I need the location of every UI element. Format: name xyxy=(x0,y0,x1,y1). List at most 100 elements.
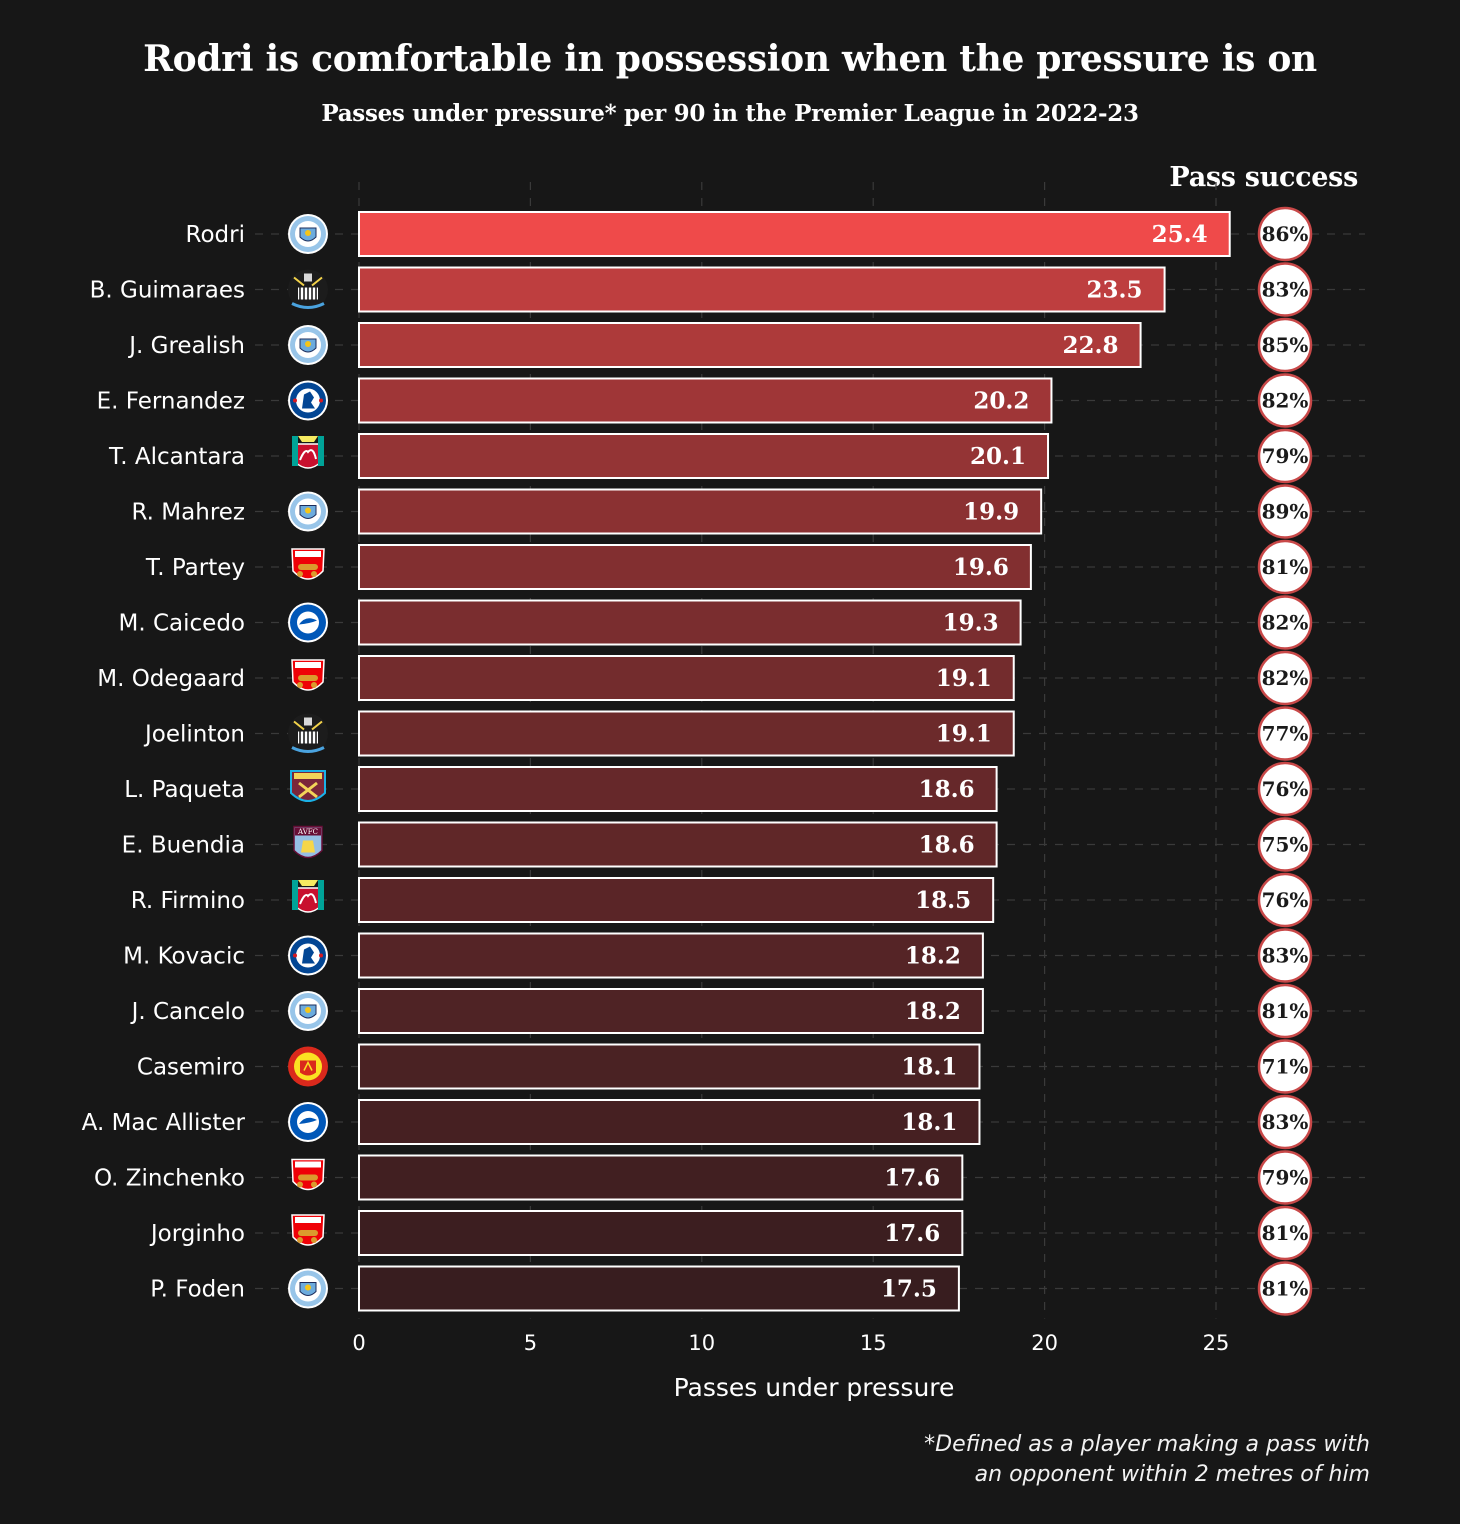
bar-value-label: 18.5 xyxy=(915,887,971,914)
bar-value-label: 19.1 xyxy=(936,721,992,748)
brighton-crest-icon xyxy=(288,602,328,643)
pass-success-value: 86% xyxy=(1262,222,1309,246)
pass-success-value: 82% xyxy=(1262,666,1309,690)
liverpool-crest-icon xyxy=(292,880,324,913)
player-name: R. Mahrez xyxy=(132,500,245,526)
pass-success-value: 71% xyxy=(1262,1055,1309,1079)
bar xyxy=(358,599,1022,646)
x-axis-label: Passes under pressure xyxy=(674,1373,955,1402)
x-tick-label: 0 xyxy=(352,1331,365,1355)
bar-value-label: 18.1 xyxy=(901,1054,957,1081)
bar-value-label: 25.4 xyxy=(1152,221,1208,248)
pass-success-badge: 79% xyxy=(1257,1150,1313,1205)
player-name: B. Guimaraes xyxy=(90,278,245,304)
player-name: E. Buendia xyxy=(122,833,245,859)
x-tick-label: 10 xyxy=(688,1331,715,1355)
brighton-crest-icon xyxy=(288,1102,328,1142)
bar-value-label: 18.6 xyxy=(919,832,975,859)
pass-success-value: 79% xyxy=(1262,1166,1309,1190)
bar-value-label: 18.6 xyxy=(919,776,975,803)
pass-success-value: 85% xyxy=(1262,333,1309,357)
bar xyxy=(358,211,1231,257)
pass-success-badge: 71% xyxy=(1257,1039,1313,1094)
bar-value-label: 18.2 xyxy=(905,943,961,970)
x-axis: 0 5 10 15 20 25 Passes under pressure xyxy=(352,1331,1229,1402)
pass-success-value: 83% xyxy=(1262,944,1309,968)
liverpool-crest-icon xyxy=(292,436,324,469)
pass-success-value: 76% xyxy=(1262,888,1309,912)
bar xyxy=(358,266,1166,313)
bar xyxy=(358,322,1142,368)
bar-value-label: 22.8 xyxy=(1063,332,1119,359)
bar xyxy=(358,1154,964,1201)
arsenal-crest-icon xyxy=(291,659,325,691)
bar xyxy=(358,710,1015,757)
pass-success-header: Pass success xyxy=(1169,162,1358,193)
bar-value-label: 19.6 xyxy=(953,554,1009,581)
pass-success-badge: 76% xyxy=(1257,761,1313,817)
bar xyxy=(358,377,1053,424)
pass-success-value: 83% xyxy=(1262,278,1309,302)
pass-success-badge: 79% xyxy=(1257,428,1313,484)
player-name: O. Zinchenko xyxy=(94,1166,245,1192)
aston-villa-crest-icon: AVFC xyxy=(293,825,323,859)
player-name: M. Caicedo xyxy=(119,611,245,637)
newcastle-crest-icon xyxy=(288,713,328,754)
bar-value-label: 17.5 xyxy=(881,1276,937,1303)
man-city-crest-icon xyxy=(288,991,328,1031)
pass-success-badge: 75% xyxy=(1257,817,1313,872)
player-name: L. Paqueta xyxy=(124,777,245,803)
bar-value-label: 18.1 xyxy=(901,1109,957,1136)
player-name: Joelinton xyxy=(143,722,245,748)
player-name: T. Alcantara xyxy=(108,444,245,470)
player-name: M. Odegaard xyxy=(97,666,245,692)
pass-success-badge: 81% xyxy=(1257,539,1313,595)
x-tick-label: 15 xyxy=(860,1331,887,1355)
bar-value-label: 18.2 xyxy=(905,998,961,1025)
bar-value-label: 20.2 xyxy=(973,388,1029,415)
pass-success-value: 76% xyxy=(1262,777,1309,801)
pass-success-value: 83% xyxy=(1262,1110,1309,1134)
arsenal-crest-icon xyxy=(291,1214,325,1246)
pass-success-value: 81% xyxy=(1262,999,1309,1023)
arsenal-crest-icon xyxy=(291,1158,325,1191)
bar-value-label: 19.3 xyxy=(943,610,999,637)
bar xyxy=(358,655,1015,701)
pass-success-value: 81% xyxy=(1262,1277,1309,1301)
player-name: R. Firmino xyxy=(131,888,245,914)
pass-success-badge: 82% xyxy=(1257,373,1313,428)
pass-success-badge: 82% xyxy=(1257,595,1313,650)
bar xyxy=(358,877,995,923)
pass-success-badge: 82% xyxy=(1257,650,1313,706)
x-tick-label: 25 xyxy=(1203,1331,1230,1355)
bar xyxy=(358,766,998,812)
player-name: E. Fernandez xyxy=(97,389,245,415)
player-name: J. Grealish xyxy=(127,333,245,359)
footnote: *Defined as a player making a pass with … xyxy=(924,1432,1370,1487)
pass-success-badge: 77% xyxy=(1257,706,1313,761)
chelsea-crest-icon xyxy=(288,380,328,421)
player-name: M. Kovacic xyxy=(123,944,245,970)
bar xyxy=(358,1265,960,1312)
newcastle-crest-icon xyxy=(288,269,328,310)
player-name: P. Foden xyxy=(150,1277,245,1303)
bar xyxy=(358,988,984,1034)
pass-success-badge: 86% xyxy=(1257,206,1313,262)
bar xyxy=(358,1043,981,1090)
player-name: J. Cancelo xyxy=(130,999,245,1025)
man-city-crest-icon xyxy=(288,491,328,532)
bar-value-label: 17.6 xyxy=(884,1165,940,1192)
player-name: T. Partey xyxy=(145,555,245,581)
man-city-crest-icon xyxy=(288,325,328,365)
player-name: Jorginho xyxy=(149,1221,245,1247)
bar xyxy=(358,433,1050,479)
x-tick-label: 5 xyxy=(524,1331,537,1355)
pass-success-badge: 81% xyxy=(1257,983,1313,1039)
x-tick-label: 20 xyxy=(1031,1331,1058,1355)
bar-value-label: 20.1 xyxy=(970,443,1026,470)
bar-value-label: 19.1 xyxy=(936,665,992,692)
man-city-crest-icon xyxy=(288,214,328,254)
pass-success-badge: 81% xyxy=(1257,1261,1313,1316)
man-utd-crest-icon xyxy=(288,1046,328,1087)
svg-text:AVFC: AVFC xyxy=(297,828,318,836)
